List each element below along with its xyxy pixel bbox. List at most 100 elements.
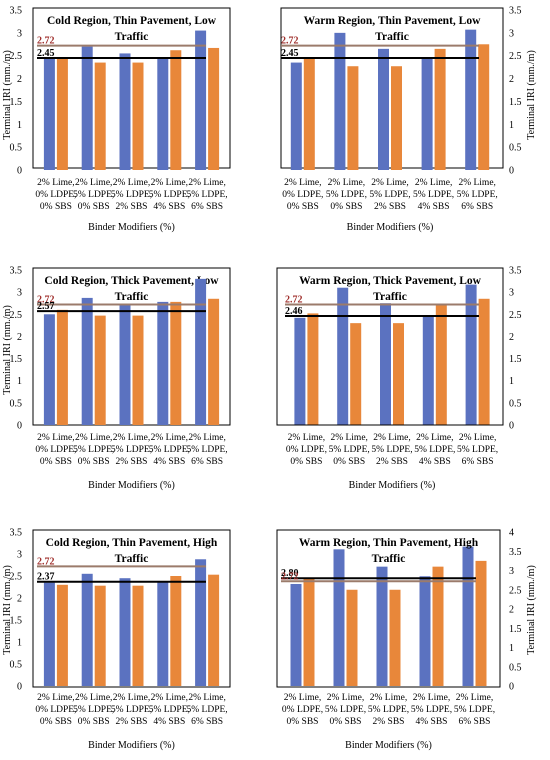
plot-frame	[32, 267, 231, 426]
bar-series-a	[157, 301, 169, 425]
category-tick-label: 2% Lime,	[288, 433, 325, 443]
bar-series-b	[303, 58, 315, 170]
y-tick-label: 1.5	[509, 354, 522, 365]
y-tick-label: 2	[17, 74, 22, 85]
category-tick-label: 2% SBS	[116, 457, 148, 467]
category-tick-label: 5% LDPE,	[187, 705, 228, 715]
category-tick-label: 5% LDPE,	[111, 190, 152, 200]
y-tick-label: 1	[509, 120, 514, 131]
plot-frame	[276, 267, 504, 426]
bar-series-b	[303, 578, 315, 686]
category-tick-label: 5% LDPE,	[454, 705, 495, 715]
y-axis-label: Terminal IRI (mm./m)	[2, 305, 13, 395]
reference-line-label: 2.80	[281, 568, 299, 579]
category-tick-label: 2% SBS	[116, 202, 148, 212]
reference-line-label: 2.57	[37, 301, 55, 312]
bar-series-b	[435, 304, 447, 425]
category-tick-label: 0% SBS	[78, 457, 110, 467]
category-tick-label: 6% SBS	[191, 457, 223, 467]
category-tick-label: 4% SBS	[153, 457, 185, 467]
y-tick-label: 2.5	[10, 310, 23, 321]
y-tick-label: 3	[17, 550, 22, 561]
category-tick-label: 5% LDPE,	[457, 190, 498, 200]
bar-series-b	[350, 323, 362, 425]
category-tick-label: 4% SBS	[153, 717, 185, 727]
category-tick-label: 2% Lime,	[113, 178, 150, 188]
category-tick-label: 6% SBS	[461, 202, 493, 212]
bar-series-b	[389, 589, 401, 686]
chart-title: Cold Region, Thin Pavement, Low	[47, 15, 217, 27]
bar-series-a	[290, 62, 302, 171]
category-tick-label: 2% Lime,	[373, 433, 410, 443]
y-tick-label: 0.5	[509, 398, 522, 409]
category-tick-label: 5% LDPE,	[73, 705, 114, 715]
category-tick-label: 5% LDPE,	[73, 190, 114, 200]
bar-series-a	[195, 278, 207, 425]
bar-series-b	[132, 62, 144, 171]
category-tick-label: 0% SBS	[330, 202, 362, 212]
category-tick-label: 2% Lime,	[113, 433, 150, 443]
bar-series-a	[119, 304, 131, 425]
category-tick-label: 0% SBS	[40, 202, 72, 212]
bar-series-a	[81, 573, 93, 686]
plot-frame	[32, 7, 231, 169]
category-tick-label: 5% LDPE,	[73, 445, 114, 455]
y-tick-label: 2	[509, 74, 514, 85]
y-tick-label: 3.5	[10, 6, 23, 17]
category-tick-label: 5% LDPE,	[326, 190, 367, 200]
y-tick-label: 3.5	[10, 528, 23, 539]
category-tick-label: 5% LDPE,	[187, 445, 228, 455]
bar-series-a	[81, 297, 93, 425]
y-tick-label: 2.5	[509, 585, 522, 596]
y-tick-label: 1.5	[509, 624, 522, 635]
reference-line-label: 2.72	[37, 556, 55, 567]
bar-series-a	[333, 549, 345, 686]
bar-series-a	[294, 317, 306, 425]
category-tick-label: 5% LDPE,	[414, 445, 455, 455]
category-tick-label: 2% Lime,	[328, 178, 365, 188]
category-tick-label: 6% SBS	[191, 717, 223, 727]
bar-series-b	[170, 576, 182, 686]
chart-title: Warm Region, Thin Pavement, Low	[304, 15, 481, 27]
bar-series-b	[307, 313, 319, 425]
bar-series-a	[378, 48, 389, 170]
category-tick-label: 2% Lime,	[37, 693, 74, 703]
bar-series-a	[81, 46, 93, 171]
plot-frame	[32, 529, 231, 688]
category-tick-label: 2% Lime,	[75, 693, 112, 703]
bar-series-a	[376, 566, 388, 686]
category-tick-label: 2% Lime,	[330, 433, 367, 443]
reference-line-label: 2.45	[281, 48, 299, 59]
y-tick-label: 0	[17, 421, 22, 432]
y-tick-label: 2	[17, 332, 22, 343]
category-tick-label: 2% Lime,	[458, 178, 495, 188]
bar-series-b	[56, 58, 68, 171]
y-tick-label: 4	[509, 528, 514, 539]
y-tick-label: 0.5	[10, 398, 23, 409]
reference-line-label: 2.46	[285, 306, 303, 317]
bar-series-a	[465, 284, 477, 425]
y-tick-label: 3	[17, 288, 22, 299]
category-tick-label: 0% LDPE,	[282, 190, 323, 200]
category-tick-label: 2% Lime,	[284, 178, 321, 188]
chart-title-line2: Traffic	[115, 31, 149, 43]
category-tick-label: 0% SBS	[78, 202, 110, 212]
y-tick-label: 1	[509, 376, 514, 387]
y-tick-label: 3.5	[10, 266, 23, 277]
bar-series-b	[208, 574, 220, 686]
category-tick-label: 2% Lime,	[151, 693, 188, 703]
chart-title-line2: Traffic	[115, 291, 149, 303]
category-tick-label: 2% Lime,	[284, 693, 321, 703]
y-tick-label: 0.5	[10, 660, 23, 671]
category-tick-label: 2% Lime,	[188, 433, 225, 443]
x-axis-label: Binder Modifiers (%)	[347, 222, 434, 233]
reference-line-label: 2.72	[37, 295, 55, 306]
bar-series-b	[347, 66, 359, 170]
bar-series-a	[43, 58, 55, 171]
category-tick-label: 5% LDPE,	[369, 190, 410, 200]
category-tick-label: 5% LDPE,	[371, 445, 412, 455]
category-tick-label: 2% Lime,	[415, 178, 452, 188]
bar-series-a	[465, 29, 477, 171]
